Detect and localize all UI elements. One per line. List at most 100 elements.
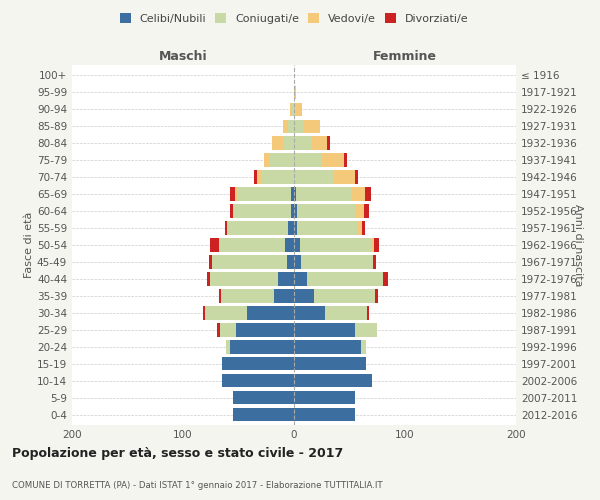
Bar xyxy=(233,204,290,218)
Bar xyxy=(220,324,236,336)
Bar xyxy=(269,154,294,166)
Bar xyxy=(294,306,325,320)
Bar xyxy=(230,188,235,200)
Bar xyxy=(257,170,260,183)
Bar xyxy=(218,290,221,302)
Bar xyxy=(290,204,294,218)
Bar xyxy=(285,238,294,252)
Text: Femmine: Femmine xyxy=(373,50,437,64)
Bar xyxy=(361,340,366,353)
Bar xyxy=(298,204,355,218)
Bar xyxy=(365,188,371,200)
Bar xyxy=(235,188,238,200)
Bar xyxy=(311,136,328,149)
Bar xyxy=(238,188,290,200)
Bar xyxy=(375,290,379,302)
Bar xyxy=(294,188,296,200)
Bar xyxy=(301,256,373,268)
Bar xyxy=(328,136,329,149)
Bar xyxy=(230,340,294,353)
Bar xyxy=(294,136,311,149)
Bar xyxy=(294,86,296,99)
Bar xyxy=(233,391,294,404)
Bar xyxy=(325,306,367,320)
Bar xyxy=(236,324,294,336)
Bar xyxy=(218,238,285,252)
Bar xyxy=(222,374,294,388)
Bar xyxy=(314,290,375,302)
Bar xyxy=(294,204,298,218)
Bar xyxy=(294,324,355,336)
Bar xyxy=(355,324,377,336)
Bar xyxy=(364,204,370,218)
Bar xyxy=(290,102,292,116)
Bar xyxy=(203,306,205,320)
Bar xyxy=(292,102,294,116)
Bar xyxy=(225,222,227,234)
Bar xyxy=(372,238,374,252)
Bar xyxy=(212,256,287,268)
Bar xyxy=(303,120,320,133)
Bar xyxy=(307,272,383,285)
Bar xyxy=(227,222,289,234)
Bar xyxy=(208,272,209,285)
Y-axis label: Anni di nascita: Anni di nascita xyxy=(573,204,583,286)
Bar xyxy=(355,204,364,218)
Text: COMUNE DI TORRETTA (PA) - Dati ISTAT 1° gennaio 2017 - Elaborazione TUTTITALIA.I: COMUNE DI TORRETTA (PA) - Dati ISTAT 1° … xyxy=(12,480,383,490)
Bar xyxy=(260,170,294,183)
Bar xyxy=(217,324,220,336)
Bar xyxy=(226,340,230,353)
Y-axis label: Fasce di età: Fasce di età xyxy=(24,212,34,278)
Bar xyxy=(222,357,294,370)
Bar xyxy=(358,222,362,234)
Bar xyxy=(294,340,361,353)
Bar xyxy=(362,222,365,234)
Bar xyxy=(298,222,358,234)
Bar xyxy=(283,136,294,149)
Text: Popolazione per età, sesso e stato civile - 2017: Popolazione per età, sesso e stato civil… xyxy=(12,448,343,460)
Bar xyxy=(299,238,372,252)
Bar xyxy=(294,357,366,370)
Bar xyxy=(294,391,355,404)
Bar xyxy=(283,120,289,133)
Bar xyxy=(274,290,294,302)
Bar xyxy=(296,102,302,116)
Bar xyxy=(294,154,322,166)
Bar xyxy=(278,272,294,285)
Bar xyxy=(294,120,303,133)
Bar xyxy=(294,290,314,302)
Bar xyxy=(355,170,358,183)
Bar xyxy=(294,222,298,234)
Bar xyxy=(209,238,218,252)
Bar xyxy=(367,306,370,320)
Bar xyxy=(374,238,379,252)
Bar xyxy=(290,188,294,200)
Bar xyxy=(230,204,233,218)
Bar xyxy=(294,170,333,183)
Bar xyxy=(352,188,365,200)
Bar xyxy=(287,256,294,268)
Bar xyxy=(373,256,376,268)
Bar xyxy=(294,256,301,268)
Bar xyxy=(294,102,296,116)
Bar xyxy=(209,272,278,285)
Bar xyxy=(383,272,388,285)
Bar xyxy=(205,306,247,320)
Text: Maschi: Maschi xyxy=(158,50,208,64)
Bar xyxy=(296,188,352,200)
Bar xyxy=(294,238,299,252)
Bar xyxy=(322,154,344,166)
Bar xyxy=(221,290,274,302)
Bar xyxy=(247,306,294,320)
Legend: Celibi/Nubili, Coniugati/e, Vedovi/e, Divorziati/e: Celibi/Nubili, Coniugati/e, Vedovi/e, Di… xyxy=(119,13,469,24)
Bar xyxy=(209,256,212,268)
Bar xyxy=(264,154,269,166)
Bar xyxy=(294,408,355,422)
Bar xyxy=(344,154,347,166)
Bar xyxy=(289,222,294,234)
Bar xyxy=(333,170,355,183)
Bar xyxy=(233,408,294,422)
Bar xyxy=(289,120,294,133)
Bar xyxy=(294,272,307,285)
Bar xyxy=(254,170,257,183)
